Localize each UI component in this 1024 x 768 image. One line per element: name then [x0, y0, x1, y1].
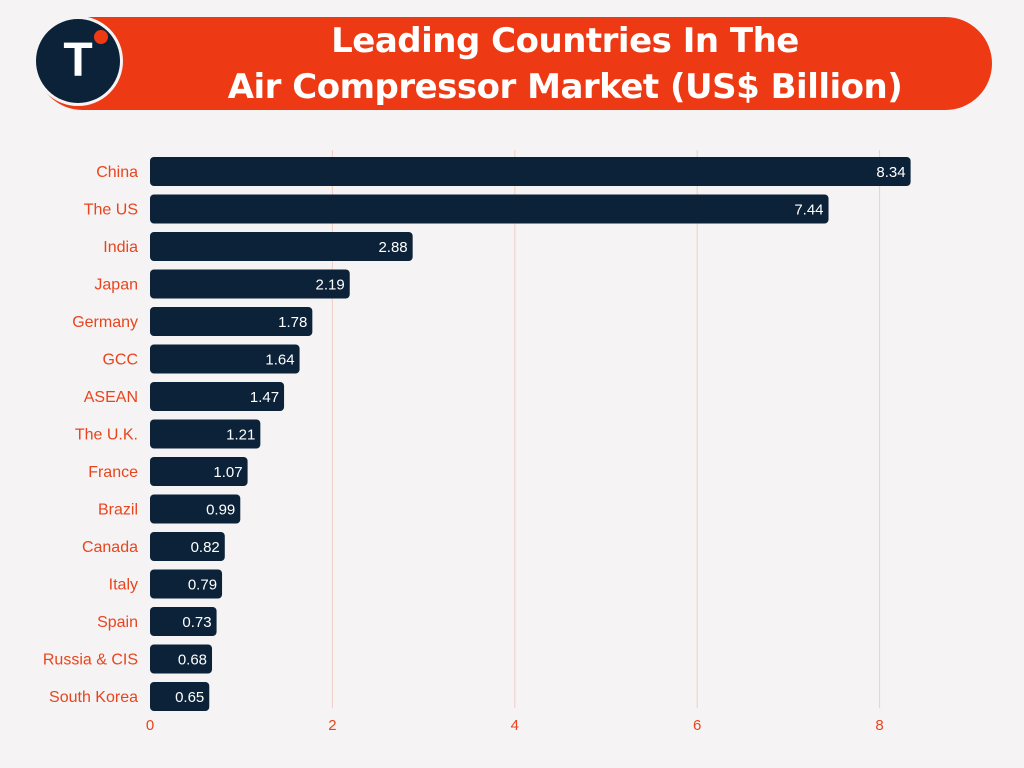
- category-label: Brazil: [98, 502, 138, 519]
- data-label: 0.99: [206, 502, 235, 519]
- brand-logo[interactable]: T: [33, 16, 123, 106]
- x-tick-label: 6: [693, 717, 701, 734]
- data-label: 0.65: [175, 689, 204, 706]
- category-label: South Korea: [49, 689, 138, 706]
- data-label: 1.21: [226, 427, 255, 444]
- bar: [150, 682, 210, 711]
- data-label: 1.64: [265, 352, 294, 369]
- bar: [150, 494, 241, 524]
- x-tick-label: 8: [875, 717, 883, 734]
- category-label: Canada: [82, 539, 138, 556]
- bar: [150, 382, 285, 411]
- x-tick-label: 2: [328, 717, 336, 734]
- data-label: 8.34: [876, 164, 905, 181]
- bar: [150, 344, 300, 374]
- chart-title: Leading Countries In The Air Compressor …: [150, 18, 980, 110]
- category-label: Japan: [94, 277, 138, 294]
- category-label: India: [103, 239, 138, 256]
- chart-title-line-1: Leading Countries In The: [331, 21, 799, 61]
- bar: [150, 232, 413, 261]
- data-label: 0.79: [188, 577, 217, 594]
- header-banner: [36, 17, 992, 110]
- data-label: 0.73: [182, 614, 211, 631]
- logo-dot-icon: [94, 30, 108, 44]
- data-label: 0.68: [178, 652, 207, 669]
- bar: [150, 532, 225, 561]
- data-label: 1.07: [213, 464, 242, 481]
- x-tick-label: 0: [146, 717, 154, 734]
- x-tick-label: 4: [511, 717, 519, 734]
- bar: [150, 419, 261, 449]
- data-label: 0.82: [191, 539, 220, 556]
- category-label: ASEAN: [84, 389, 138, 406]
- category-label: Germany: [72, 314, 138, 331]
- data-label: 1.78: [278, 314, 307, 331]
- category-label: The U.K.: [75, 427, 138, 444]
- category-label: Spain: [97, 614, 138, 631]
- bar: [150, 307, 313, 336]
- bar: [150, 194, 829, 224]
- data-label: 7.44: [794, 202, 823, 219]
- category-label: France: [88, 464, 138, 481]
- logo-letter: T: [63, 34, 93, 87]
- bar: [150, 157, 911, 186]
- category-label: China: [96, 164, 138, 181]
- data-label: 2.19: [316, 277, 345, 294]
- chart-title-line-2: Air Compressor Market (US$ Billion): [227, 67, 903, 107]
- bar: [150, 457, 248, 486]
- data-label: 2.88: [378, 239, 407, 256]
- data-label: 1.47: [250, 389, 279, 406]
- category-label: The US: [84, 202, 138, 219]
- bar: [150, 269, 350, 299]
- bar: [150, 569, 223, 599]
- category-label: GCC: [102, 352, 138, 369]
- bar: [150, 607, 217, 636]
- bar: [150, 644, 213, 674]
- category-label: Italy: [109, 577, 138, 594]
- category-label: Russia & CIS: [43, 652, 138, 669]
